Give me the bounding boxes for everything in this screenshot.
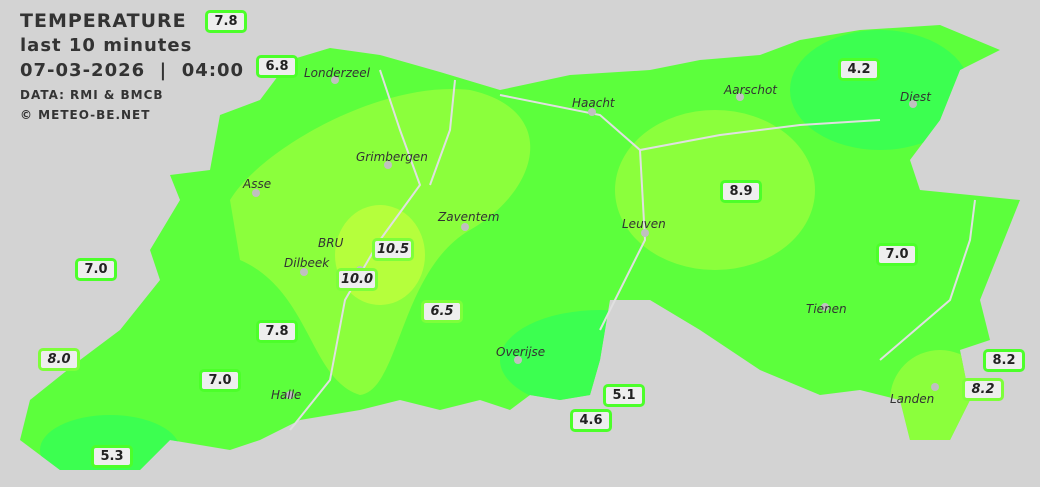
temperature-reading: 6.8 <box>256 55 298 78</box>
city-marker <box>588 108 596 116</box>
cool-zone-overijse <box>500 310 700 410</box>
temperature-reading: 7.0 <box>75 258 117 281</box>
river-line <box>499 94 881 152</box>
river-line <box>429 79 456 186</box>
river-line <box>599 149 647 331</box>
border-line <box>879 199 976 361</box>
temperature-reading: 8.0 <box>38 348 80 371</box>
temperature-reading: 8.9 <box>720 180 762 203</box>
temperature-reading: 7.8 <box>205 10 247 33</box>
city-label: Zaventem <box>438 210 500 224</box>
temperature-reading: 8.2 <box>983 349 1025 372</box>
city-marker <box>736 93 744 101</box>
city-marker <box>909 100 917 108</box>
city-label: BRU <box>318 236 344 250</box>
map-title: TEMPERATURE <box>20 10 187 32</box>
city-label: Grimbergen <box>356 150 428 164</box>
city-label: Asse <box>243 177 272 191</box>
city-marker <box>286 391 294 399</box>
city-label: Aarschot <box>724 83 777 97</box>
city-marker <box>821 303 829 311</box>
city-marker <box>384 161 392 169</box>
copyright: © METEO-BE.NET <box>20 108 151 122</box>
data-source: DATA: RMI & BMCB <box>20 88 164 102</box>
city-label: Haacht <box>572 96 615 110</box>
temperature-reading: 7.8 <box>256 320 298 343</box>
city-label: Londerzeel <box>304 66 370 80</box>
temperature-reading: 10.5 <box>372 238 414 261</box>
city-marker <box>514 356 522 364</box>
temperature-reading: 6.5 <box>421 300 463 323</box>
cool-zone-diest <box>790 30 970 150</box>
city-marker <box>461 223 469 231</box>
city-label: Overijse <box>496 345 546 359</box>
temperature-reading: 7.0 <box>199 369 241 392</box>
city-marker <box>300 268 308 276</box>
city-label: Halle <box>271 388 302 402</box>
city-marker <box>331 76 339 84</box>
city-label: Diest <box>900 90 931 104</box>
temperature-reading: 8.2 <box>962 378 1004 401</box>
temperature-reading: 7.0 <box>876 243 918 266</box>
city-label: Tienen <box>806 302 847 316</box>
city-marker <box>641 229 649 237</box>
warm-zone-leuven <box>615 110 815 270</box>
temperature-reading: 4.2 <box>838 58 880 81</box>
map-datetime: 07-03-2026 | 04:00 <box>20 60 245 81</box>
temperature-reading: 10.0 <box>336 268 378 291</box>
city-marker <box>252 189 260 197</box>
map-subtitle: last 10 minutes <box>20 35 193 56</box>
city-label: Dilbeek <box>284 256 330 270</box>
city-label: Landen <box>890 392 935 406</box>
temperature-reading: 4.6 <box>570 409 612 432</box>
city-label: Leuven <box>622 217 666 231</box>
city-marker <box>931 383 939 391</box>
temperature-reading: 5.1 <box>603 384 645 407</box>
temperature-reading: 5.3 <box>91 445 133 468</box>
